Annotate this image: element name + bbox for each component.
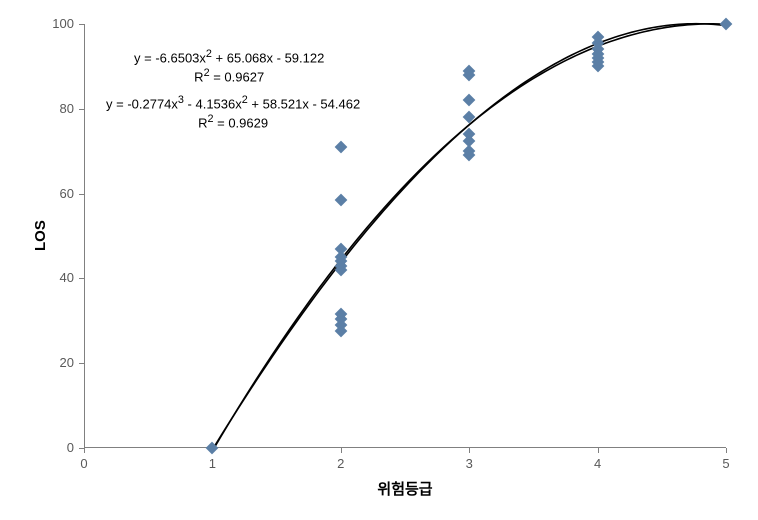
- y-tick-mark: [79, 363, 84, 364]
- annotation-line: y = -0.2774x3 - 4.1536x2 + 58.521x - 54.…: [106, 94, 360, 111]
- annotation-line: R2 = 0.9629: [106, 113, 360, 130]
- equation-annotation: y = -0.2774x3 - 4.1536x2 + 58.521x - 54.…: [106, 94, 360, 131]
- x-axis-label: 위험등급: [365, 478, 445, 499]
- x-tick-mark: [469, 448, 470, 453]
- x-tick-mark: [726, 448, 727, 453]
- y-tick-label: 40: [60, 270, 74, 285]
- y-tick-label: 100: [52, 16, 74, 31]
- x-tick-mark: [84, 448, 85, 453]
- equation-annotation: y = -6.6503x2 + 65.068x - 59.122 R2 = 0.9…: [134, 48, 324, 85]
- x-tick-label: 5: [716, 456, 736, 471]
- y-tick-mark: [79, 278, 84, 279]
- annotation-line: R2 = 0.9627: [134, 67, 324, 84]
- y-tick-mark: [79, 24, 84, 25]
- y-tick-label: 60: [60, 186, 74, 201]
- y-tick-label: 20: [60, 355, 74, 370]
- x-tick-label: 0: [74, 456, 94, 471]
- x-tick-label: 3: [459, 456, 479, 471]
- x-tick-label: 4: [588, 456, 608, 471]
- y-tick-mark: [79, 194, 84, 195]
- x-tick-label: 2: [331, 456, 351, 471]
- x-tick-mark: [598, 448, 599, 453]
- y-tick-label: 0: [67, 440, 74, 455]
- chart-container: LOS 위험등급 0 20 40 60 80 100 0 1 2 3 4 5 y = -6.6503x2…: [0, 0, 758, 520]
- y-tick-mark: [79, 109, 84, 110]
- y-tick-label: 80: [60, 101, 74, 116]
- x-tick-mark: [341, 448, 342, 453]
- plot-area: [84, 24, 726, 448]
- x-tick-label: 1: [202, 456, 222, 471]
- annotation-line: y = -6.6503x2 + 65.068x - 59.122: [134, 48, 324, 65]
- y-axis-label: LOS: [32, 220, 49, 251]
